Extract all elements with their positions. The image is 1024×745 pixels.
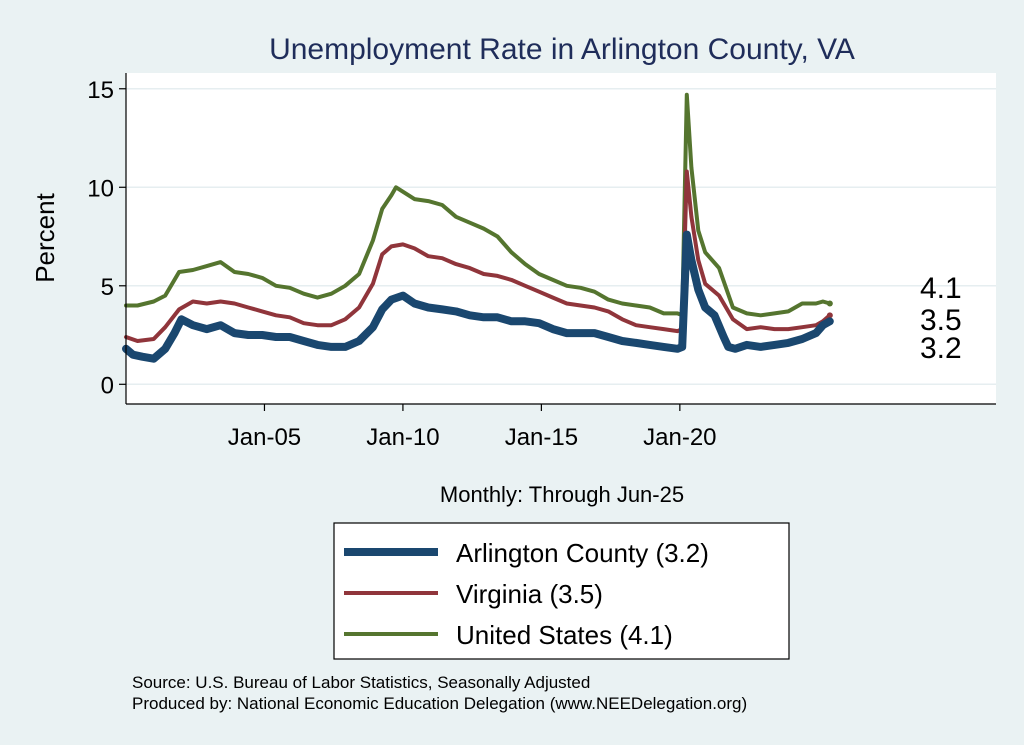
legend: Arlington County (3.2) Virginia (3.5) Unit… (333, 522, 790, 660)
y-axis-title: Percent (30, 192, 60, 282)
series-end-point (826, 318, 833, 325)
legend-items: Arlington County (3.2) Virginia (3.5) Unit… (344, 538, 709, 650)
y-tick-label: 10 (87, 175, 114, 202)
series-line-2 (124, 92, 832, 318)
legend-label: United States (4.1) (456, 620, 673, 650)
x-tick-label: Jan-10 (366, 424, 439, 451)
end-label: 3.2 (920, 332, 962, 365)
y-tick-label: 0 (101, 372, 114, 399)
y-tick-label: 5 (101, 274, 114, 301)
legend-label: Virginia (3.5) (456, 579, 603, 609)
producer-line: Produced by: National Economic Education… (132, 694, 747, 713)
x-tick-label: Jan-15 (505, 424, 578, 451)
series-lines (122, 92, 834, 363)
series-end-point (826, 312, 833, 319)
x-axis-ticks: Jan-05 Jan-10 Jan-15 Jan-20 (228, 404, 717, 451)
legend-label: Arlington County (3.2) (456, 538, 709, 568)
end-labels: 3.23.54.1 (920, 272, 962, 365)
source-line: Source: U.S. Bureau of Labor Statistics,… (132, 673, 590, 692)
series-end-point (826, 300, 833, 307)
chart-title: Unemployment Rate in Arlington County, V… (269, 33, 855, 66)
y-axis-ticks: 0 5 10 15 (87, 77, 126, 399)
end-label: 4.1 (920, 272, 962, 305)
x-tick-label: Jan-05 (228, 424, 301, 451)
series-line-1 (124, 169, 832, 343)
y-tick-label: 15 (87, 77, 114, 104)
series-line-0 (122, 230, 834, 363)
end-label: 3.5 (920, 304, 962, 337)
plot-background (126, 73, 996, 404)
x-axis-title: Monthly: Through Jun-25 (440, 482, 684, 507)
gridlines (126, 88, 996, 386)
plot-area (122, 73, 996, 405)
x-tick-label: Jan-20 (643, 424, 716, 451)
